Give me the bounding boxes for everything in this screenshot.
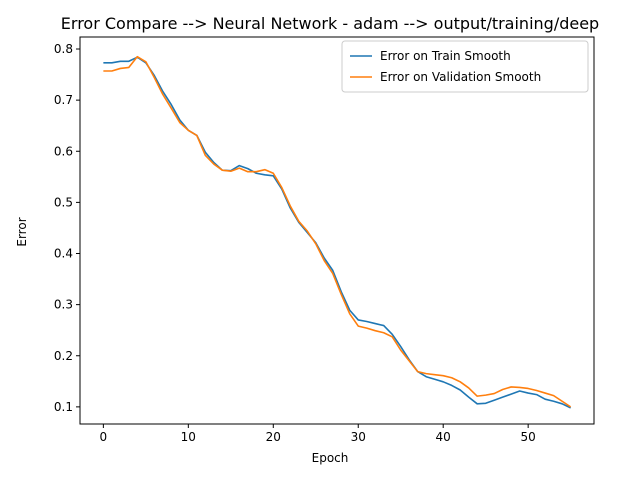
- series-line-1: [103, 55, 572, 408]
- legend: Error on Train Smooth Error on Validatio…: [341, 40, 589, 93]
- legend-label-train: Error on Train Smooth: [380, 49, 511, 63]
- series-line-0: [103, 56, 571, 409]
- x-tick-label: 30: [351, 430, 366, 444]
- y-tick-label: 0.7: [54, 93, 73, 107]
- y-tick-label: 0.1: [54, 400, 73, 414]
- y-tick-label: 0.3: [54, 298, 73, 312]
- chart-title: Error Compare --> Neural Network - adam …: [61, 14, 599, 33]
- y-tick-label: 0.5: [54, 195, 73, 209]
- x-tick-label: 0: [100, 430, 108, 444]
- x-tick-label: 40: [436, 430, 451, 444]
- y-tick-label: 0.6: [54, 144, 73, 158]
- y-tick-label: 0.2: [54, 349, 73, 363]
- y-axis-label: Error: [15, 217, 29, 246]
- axes-frame: [79, 36, 595, 425]
- y-tick-label: 0.4: [54, 247, 73, 261]
- legend-box: [341, 40, 589, 93]
- x-tick-label: 20: [266, 430, 281, 444]
- x-axis-label: Epoch: [312, 451, 349, 465]
- legend-label-validation: Error on Validation Smooth: [380, 70, 541, 84]
- x-tick-label: 10: [181, 430, 196, 444]
- x-tick-label: 50: [521, 430, 536, 444]
- y-tick-label: 0.8: [54, 42, 73, 56]
- plot-area: 0 10 20 30 40 50 0.1 0.2 0.3 0.4 0.5 0.6 0.7 0.8: [54, 36, 595, 444]
